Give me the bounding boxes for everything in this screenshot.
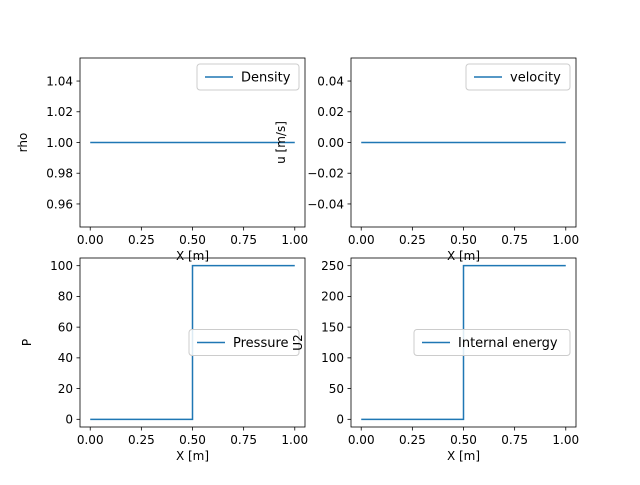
x-tick-label: 0.25: [399, 433, 426, 447]
y-tick-label: 100: [50, 259, 73, 273]
legend: Density: [196, 63, 300, 91]
y-tick-label: 100: [321, 351, 344, 365]
y-axis-title: P: [20, 339, 34, 346]
x-tick-label: 0.00: [348, 233, 375, 247]
y-tick-label: 200: [321, 290, 344, 304]
legend-label: Pressure: [233, 336, 289, 351]
x-tick-label: 1.00: [552, 233, 579, 247]
legend-box: [188, 329, 300, 356]
subplot-3: 0.00 0.25 0.50 0.75 1.00 0 20 40 60 80 100 X [m] P Pr…: [20, 257, 308, 463]
y-tick-label: 0.98: [46, 167, 73, 181]
subplot-1: 0.00 0.25 0.50 0.75 1.00 0.96 0.98 1.00 1.02 1.04…: [16, 57, 308, 263]
subplot-2: 0.00 0.25 0.50 0.75 1.00 −0.04 −0.02 0.00 0.02 0.…: [274, 57, 579, 263]
legend-box: [196, 63, 300, 91]
legend-box: [413, 329, 571, 356]
x-tick-label: 0.25: [399, 233, 426, 247]
legend: Pressure: [188, 329, 300, 356]
y-axis-title: u [m/s]: [274, 121, 288, 164]
x-tick-label: 0.50: [179, 433, 206, 447]
y-tick-label: 60: [58, 320, 73, 334]
x-tick-label: 0.50: [179, 233, 206, 247]
x-tick-label: 0.75: [501, 233, 528, 247]
y-tick-label: 1.00: [46, 136, 73, 150]
x-tick-label: 0.00: [77, 433, 104, 447]
y-tick-label: 0: [65, 413, 73, 427]
y-tick-label: 250: [321, 259, 344, 273]
x-tick-label: 0.50: [450, 433, 477, 447]
y-tick-label: −0.04: [307, 197, 344, 211]
x-tick-label: 1.00: [552, 433, 579, 447]
y-axis-title: U2: [291, 334, 305, 350]
subplot-4: 0.00 0.25 0.50 0.75 1.00 0 50 100 150 200 250 X [m]…: [291, 257, 579, 463]
y-tick-label: 50: [329, 382, 344, 396]
y-tick-label: 0.02: [317, 105, 344, 119]
y-tick-label: 0.04: [317, 74, 344, 88]
x-axis-title: X [m]: [447, 249, 480, 263]
x-tick-label: 0.75: [501, 433, 528, 447]
y-tick-label: 40: [58, 351, 73, 365]
y-tick-label: 80: [58, 290, 73, 304]
legend-label: Internal energy: [458, 336, 558, 351]
y-tick-label: 1.02: [46, 105, 73, 119]
x-tick-label: 0.75: [230, 233, 257, 247]
legend: Internal energy: [413, 329, 571, 356]
x-tick-label: 0.50: [450, 233, 477, 247]
legend-label: Density: [241, 71, 291, 86]
x-tick-label: 0.75: [230, 433, 257, 447]
y-axis-title: rho: [16, 133, 30, 153]
y-tick-label: 0: [336, 413, 344, 427]
x-tick-label: 0.25: [128, 233, 155, 247]
x-tick-label: 1.00: [281, 433, 308, 447]
x-axis-title: X [m]: [176, 449, 209, 463]
y-tick-label: 1.04: [46, 74, 73, 88]
y-tick-label: −0.02: [307, 167, 344, 181]
x-axis-title: X [m]: [447, 449, 480, 463]
x-axis-title: X [m]: [176, 249, 209, 263]
y-tick-label: 150: [321, 320, 344, 334]
x-tick-label: 0.25: [128, 433, 155, 447]
y-tick-label: 20: [58, 382, 73, 396]
x-tick-label: 0.00: [77, 233, 104, 247]
legend: velocity: [465, 63, 571, 91]
y-tick-label: 0.00: [317, 136, 344, 150]
x-tick-label: 1.00: [281, 233, 308, 247]
legend-box: [465, 63, 571, 91]
x-tick-label: 0.00: [348, 433, 375, 447]
legend-label: velocity: [510, 71, 561, 86]
y-tick-label: 0.96: [46, 197, 73, 211]
